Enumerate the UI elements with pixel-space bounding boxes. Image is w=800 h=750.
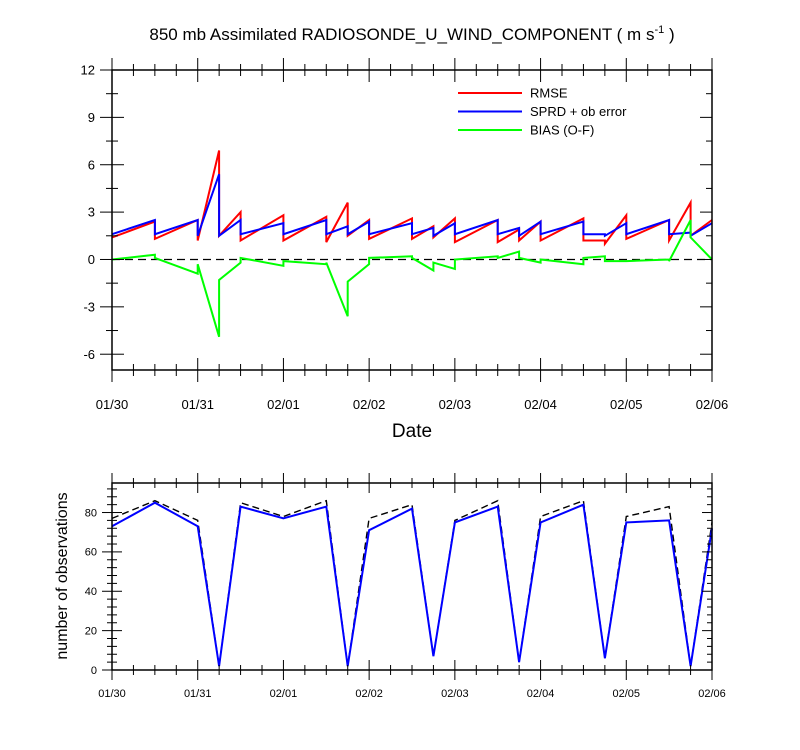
top-xtick-label: 01/30 [96,397,129,412]
legend: RMSE SPRD + ob error BIAS (O-F) [458,86,627,138]
legend-label: BIAS (O-F) [530,123,594,138]
top-series-sprd-ob-error [111,173,713,238]
bottom-xtick-label: 02/06 [698,688,726,700]
top-xtick-label: 02/02 [353,397,386,412]
top-panel: -6 -3 0 3 6 9 12 01/30 01/31 02/01 02/02 02/03 02/04… [81,58,729,442]
top-ytick-label: 3 [88,205,95,220]
bottom-xtick-label: 02/01 [270,688,298,700]
legend-label: SPRD + ob error [530,104,627,119]
bottom-ytick-label: 60 [85,547,97,559]
bottom-plot-frame [111,482,713,671]
top-ytick-label: -6 [83,347,95,362]
top-ytick-label: 12 [81,63,95,78]
bottom-series-assimilated-observations [111,501,713,667]
top-xtick-label: 02/05 [610,397,643,412]
bottom-xtick-label: 02/04 [527,688,555,700]
bottom-ytick-label: 80 [85,507,97,519]
bottom-ytick-label: 40 [85,586,97,598]
bottom-xtick-label: 01/30 [98,688,126,700]
top-series-bias-o-f [111,219,713,338]
top-ytick-label: 0 [88,252,95,267]
bottom-xtick-label: 01/31 [184,688,212,700]
top-xtick-label: 02/03 [439,397,472,412]
top-ytick-label: 9 [88,110,95,125]
bottom-series-possible-observations [111,499,713,667]
bottom-xtick-label: 02/05 [613,688,641,700]
chart-title: 850 mb Assimilated RADIOSONDE_U_WIND_COM… [149,24,674,44]
bottom-ytick-label: 0 [91,665,97,677]
top-xtick-label: 02/01 [267,397,300,412]
top-xtick-label: 01/31 [181,397,214,412]
top-xtick-label: 02/04 [524,397,557,412]
top-ytick-label: -3 [83,299,95,314]
legend-label: RMSE [530,86,568,101]
top-ytick-label: 6 [88,157,95,172]
top-x-axis-label: Date [392,421,432,442]
bottom-y-axis-label: number of observations [54,492,71,659]
title-exponent: -1 [654,24,664,36]
bottom-panel: 0 20 40 60 80 01/30 01/31 02/01 02/02 02/03 02/04 0… [54,473,726,700]
top-plot-frame [111,69,713,371]
top-xtick-label: 02/06 [696,397,729,412]
bottom-ytick-label: 20 [85,625,97,637]
bottom-xtick-label: 02/02 [355,688,383,700]
bottom-xtick-label: 02/03 [441,688,469,700]
